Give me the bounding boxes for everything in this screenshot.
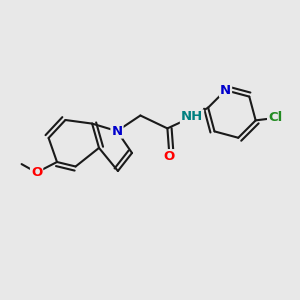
Text: O: O [31, 166, 42, 179]
Text: N: N [111, 124, 123, 138]
Text: N: N [220, 84, 231, 97]
Text: NH: NH [181, 110, 203, 124]
Text: O: O [164, 150, 175, 163]
Text: Cl: Cl [268, 112, 282, 124]
